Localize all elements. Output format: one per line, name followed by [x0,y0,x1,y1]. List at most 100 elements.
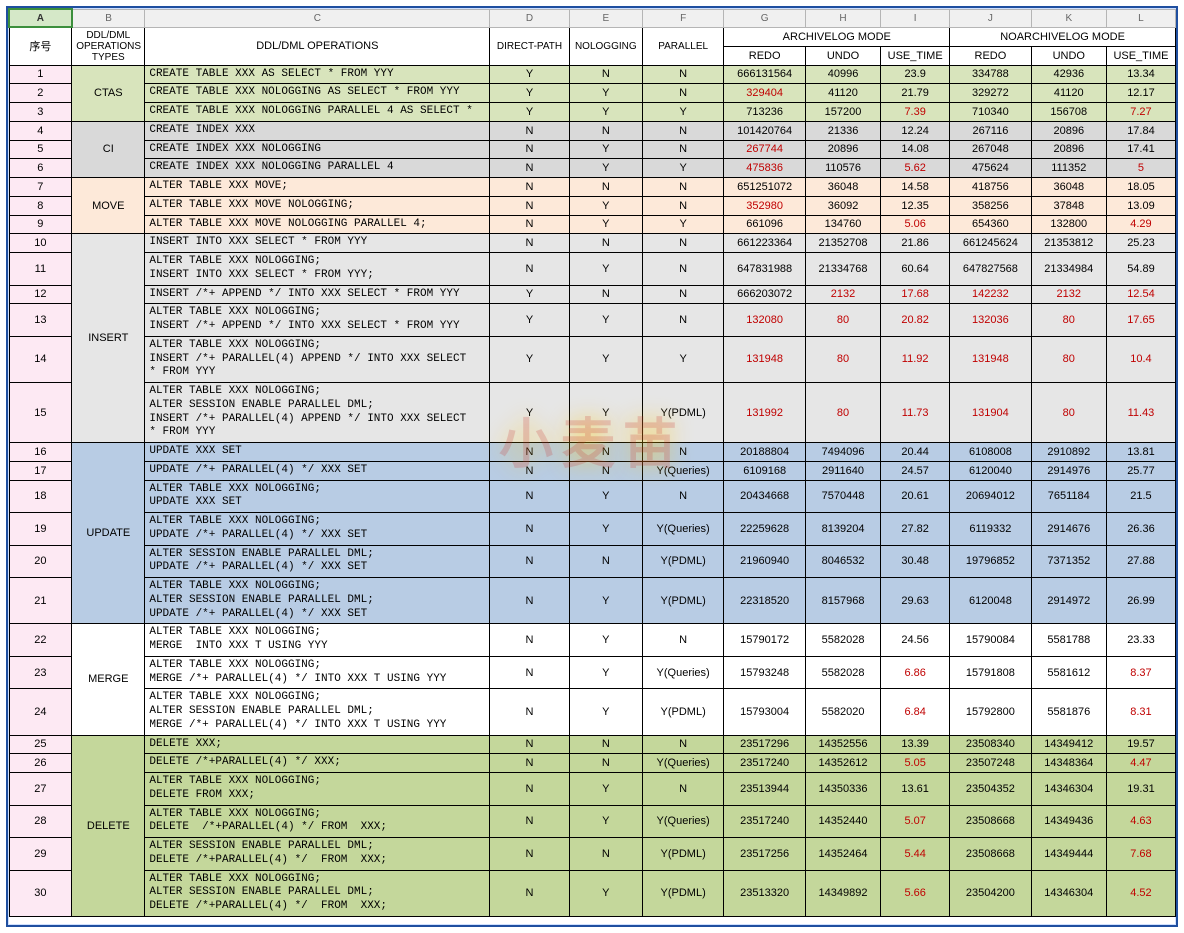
parallel: N [642,65,724,84]
noarch-val-0: 654360 [950,215,1032,234]
arch-val-0: 22318520 [724,578,806,624]
col-header-J[interactable]: J [950,9,1032,27]
parallel: N [642,304,724,337]
row-number[interactable]: 29 [9,838,72,871]
parallel: N [642,121,724,140]
row-number[interactable]: 20 [9,545,72,578]
row-number[interactable]: 15 [9,383,72,443]
arch-val-2: 24.57 [881,461,950,480]
table-row: 9ALTER TABLE XXX MOVE NOLOGGING PARALLEL… [9,215,1176,234]
table-row: 26DELETE /*+PARALLEL(4) */ XXX;NNY(Queri… [9,754,1176,773]
nologging: Y [569,513,642,546]
row-number[interactable]: 2 [9,84,72,103]
row-number[interactable]: 13 [9,304,72,337]
col-header-L[interactable]: L [1106,9,1175,27]
row-number[interactable]: 27 [9,773,72,806]
row-number[interactable]: 19 [9,513,72,546]
row-number[interactable]: 24 [9,689,72,735]
arch-val-1: 2132 [805,285,880,304]
col-header-G[interactable]: G [724,9,806,27]
table-row: 29ALTER SESSION ENABLE PARALLEL DML; DEL… [9,838,1176,871]
col-header-F[interactable]: F [642,9,724,27]
noarch-val-0: 710340 [950,103,1032,122]
operation-sql: CREATE TABLE XXX AS SELECT * FROM YYY [145,65,490,84]
arch-val-0: 23517296 [724,735,806,754]
row-number[interactable]: 25 [9,735,72,754]
row-number[interactable]: 26 [9,754,72,773]
row-number[interactable]: 8 [9,196,72,215]
noarch-val-2: 23.33 [1106,624,1175,657]
row-number[interactable]: 22 [9,624,72,657]
arch-val-2: 7.39 [881,103,950,122]
arch-val-0: 22259628 [724,513,806,546]
direct-path: N [490,461,569,480]
noarch-val-1: 14349436 [1031,805,1106,838]
direct-path: N [490,178,569,197]
row-number[interactable]: 23 [9,656,72,689]
nologging: Y [569,336,642,382]
noarch-val-1: 21353812 [1031,234,1106,253]
noarch-val-0: 267116 [950,121,1032,140]
direct-path: N [490,773,569,806]
col-header-D[interactable]: D [490,9,569,27]
table-row: 15ALTER TABLE XXX NOLOGGING; ALTER SESSI… [9,383,1176,443]
row-number[interactable]: 30 [9,870,72,916]
row-number[interactable]: 1 [9,65,72,84]
parallel: N [642,178,724,197]
nologging: N [569,461,642,480]
arch-val-0: 6109168 [724,461,806,480]
nologging: Y [569,215,642,234]
row-number[interactable]: 9 [9,215,72,234]
arch-val-2: 23.9 [881,65,950,84]
arch-val-1: 80 [805,304,880,337]
noarch-val-2: 4.63 [1106,805,1175,838]
noarch-val-0: 358256 [950,196,1032,215]
nologging: Y [569,253,642,286]
noarch-val-2: 25.77 [1106,461,1175,480]
noarch-val-0: 142232 [950,285,1032,304]
row-number[interactable]: 21 [9,578,72,624]
hdr-par: PARALLEL [642,27,724,65]
col-header-B[interactable]: B [72,9,145,27]
arch-val-1: 14352612 [805,754,880,773]
row-number[interactable]: 12 [9,285,72,304]
row-number[interactable]: 11 [9,253,72,286]
arch-val-1: 134760 [805,215,880,234]
row-number[interactable]: 14 [9,336,72,382]
arch-val-2: 13.61 [881,773,950,806]
col-header-H[interactable]: H [805,9,880,27]
nologging: Y [569,578,642,624]
row-number[interactable]: 18 [9,480,72,513]
row-number[interactable]: 28 [9,805,72,838]
noarch-val-2: 21.5 [1106,480,1175,513]
arch-val-1: 5582028 [805,656,880,689]
arch-val-2: 6.86 [881,656,950,689]
arch-val-0: 713236 [724,103,806,122]
direct-path: N [490,513,569,546]
spreadsheet-frame: 小麦苗 ABCDEFGHIJKL序号DDL/DML OPERATIONS TYP… [6,6,1178,927]
row-number[interactable]: 17 [9,461,72,480]
col-header-A[interactable]: A [9,9,72,27]
col-header-I[interactable]: I [881,9,950,27]
row-number[interactable]: 10 [9,234,72,253]
row-number[interactable]: 5 [9,140,72,159]
col-header-E[interactable]: E [569,9,642,27]
nologging: N [569,178,642,197]
noarch-val-2: 26.36 [1106,513,1175,546]
row-number[interactable]: 16 [9,443,72,462]
row-number[interactable]: 4 [9,121,72,140]
nologging: N [569,443,642,462]
table-row: 20ALTER SESSION ENABLE PARALLEL DML; UPD… [9,545,1176,578]
table-row: 13ALTER TABLE XXX NOLOGGING; INSERT /*+ … [9,304,1176,337]
col-header-K[interactable]: K [1031,9,1106,27]
row-number[interactable]: 7 [9,178,72,197]
row-number[interactable]: 3 [9,103,72,122]
row-number[interactable]: 6 [9,159,72,178]
parallel: N [642,480,724,513]
header-row-1: 序号DDL/DML OPERATIONS TYPESDDL/DML OPERAT… [9,27,1176,46]
arch-val-2: 5.05 [881,754,950,773]
operation-sql: CREATE INDEX XXX [145,121,490,140]
col-header-C[interactable]: C [145,9,490,27]
table-row: 14ALTER TABLE XXX NOLOGGING; INSERT /*+ … [9,336,1176,382]
op-type: CTAS [72,65,145,121]
